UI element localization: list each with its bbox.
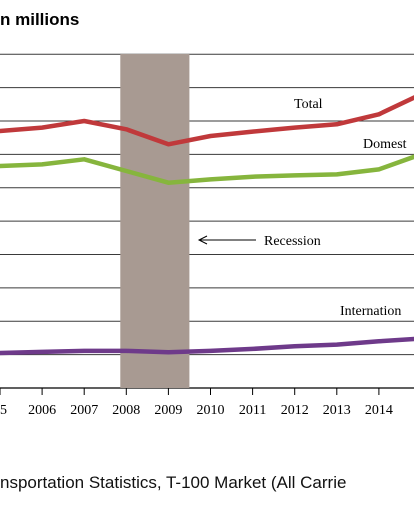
x-tick-label: 2014 (365, 403, 393, 418)
x-tick-label: 2008 (112, 403, 140, 418)
series-label-total: Total (294, 97, 323, 112)
source-note: nsportation Statistics, T-100 Market (Al… (0, 473, 347, 492)
grid-lines (0, 53, 414, 389)
x-tick-label: 2011 (239, 403, 266, 418)
x-axis-ticks: 052006200720082009201020112012201320142 (0, 388, 393, 418)
x-tick-label: 2013 (323, 403, 351, 418)
series-line-total (0, 95, 414, 147)
series-labels: Total Domest Internation (294, 97, 407, 319)
series-label-internation: Internation (340, 304, 401, 319)
x-tick-label: 2006 (28, 403, 56, 418)
recession-annotation: Recession (197, 234, 321, 249)
recession-band (120, 54, 190, 388)
series-lines (0, 95, 414, 356)
series-line-domest (0, 154, 414, 185)
x-tick-label: 05 (0, 403, 7, 418)
x-tick-label: 2012 (281, 403, 309, 418)
recession-label: Recession (264, 234, 321, 249)
x-tick-label: 2010 (197, 403, 225, 418)
x-tick-label: 2009 (154, 403, 182, 418)
x-tick-label: 2007 (70, 403, 98, 418)
series-label-domest: Domest (363, 137, 407, 152)
recession-arrow-head (197, 235, 208, 245)
chart-title: n millions (0, 10, 80, 29)
series-line-internation (0, 336, 414, 356)
